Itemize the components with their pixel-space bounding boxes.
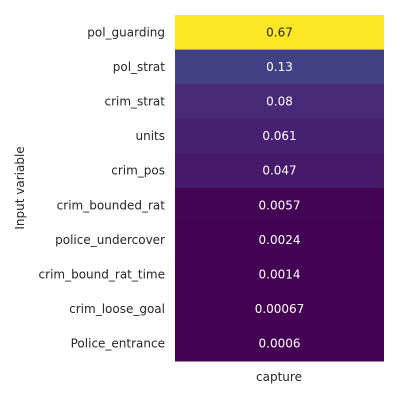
row-label-crim_pos: crim_pos — [111, 164, 165, 178]
heatmap-cell-pol_strat — [175, 49, 384, 85]
cell-value-label: 0.08 — [266, 95, 293, 109]
row-label-crim_bounded_rat: crim_bounded_rat — [57, 198, 166, 212]
cell-value-label: 0.0057 — [259, 198, 301, 212]
cell-value-label: 0.0024 — [259, 233, 301, 247]
row-label-crim_bound_rat_time: crim_bound_rat_time — [39, 268, 165, 282]
heatmap-cell-crim_bounded_rat — [175, 188, 384, 224]
heatmap-cell-crim_loose_goal — [175, 291, 384, 327]
row-label-pol_strat: pol_strat — [113, 60, 166, 74]
cell-value-label: 0.00067 — [255, 302, 305, 316]
heatmap-cell-police_undercover — [175, 222, 384, 258]
heatmap-cell-pol_guarding — [175, 15, 384, 51]
heatmap-cells: 0.67 0.13 0.08 0.061 0.047 0.0057 0.0024 0.0014… — [175, 15, 384, 362]
y-axis-title: Input variable — [13, 146, 27, 229]
cell-value-label: 0.13 — [266, 60, 293, 74]
heatmap-cell-Police_entrance — [175, 326, 384, 362]
heatmap-cell-crim_strat — [175, 84, 384, 120]
row-label-police_undercover: police_undercover — [55, 233, 165, 247]
cell-value-label: 0.0006 — [259, 337, 301, 351]
cell-value-label: 0.061 — [262, 129, 296, 143]
heatmap-cell-crim_pos — [175, 153, 384, 189]
row-label-Police_entrance: Police_entrance — [71, 337, 165, 351]
row-label-crim_strat: crim_strat — [104, 95, 165, 109]
row-label-units: units — [135, 129, 165, 143]
cell-value-label: 0.0014 — [259, 268, 301, 282]
heatmap-cell-crim_bound_rat_time — [175, 257, 384, 293]
column-label-capture: capture — [256, 370, 302, 384]
cell-value-label: 0.67 — [266, 25, 293, 39]
heatmap-cell-units — [175, 118, 384, 154]
row-label-crim_loose_goal: crim_loose_goal — [69, 302, 165, 316]
cell-value-label: 0.047 — [262, 164, 296, 178]
row-label-pol_guarding: pol_guarding — [87, 25, 165, 39]
